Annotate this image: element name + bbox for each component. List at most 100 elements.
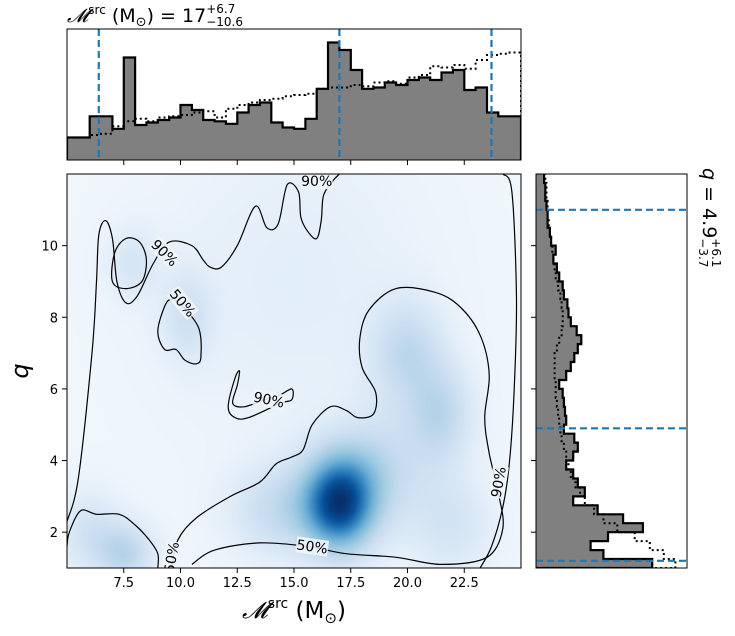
histogram-bar	[112, 128, 125, 160]
q-upper-error: +6.1	[709, 238, 723, 267]
histogram-bar	[271, 122, 284, 160]
histogram-bar	[536, 487, 585, 497]
histogram-bar	[536, 406, 566, 417]
chirp-mass-lower-error: −10.6	[206, 15, 243, 29]
histogram-bar	[350, 70, 363, 160]
contour-label-background	[251, 388, 287, 411]
right-marginal-title: q = 4.9+6.1−3.7	[696, 168, 723, 267]
histogram-bar	[486, 112, 499, 160]
histogram-bar	[203, 120, 216, 160]
histogram-bar	[452, 70, 465, 160]
histogram-bar	[180, 105, 193, 160]
density-heatmap-image	[67, 174, 521, 568]
histogram-bar	[536, 290, 564, 300]
contour-90-outer	[67, 174, 340, 522]
y-tick-label: 4	[50, 455, 58, 470]
chirp-mass-unit-subscript: ⊙	[136, 15, 147, 30]
credible-contours	[67, 174, 518, 568]
x-label-unit: (M	[288, 598, 324, 624]
histogram-bar	[536, 433, 575, 444]
histogram-bar	[282, 127, 295, 160]
histogram-bar	[464, 90, 477, 160]
histogram-bar	[101, 116, 113, 160]
histogram-outline	[67, 41, 521, 160]
joint-density-panel: 90%90%50%90%90%50%50% 7.5 10.0 12.5 15.0 17.…	[6, 173, 522, 627]
contour-labels: 90%90%50%90%90%50%50%	[147, 174, 510, 568]
histogram-bar	[536, 496, 574, 506]
histogram-bar	[536, 344, 578, 354]
histogram-bar	[536, 317, 571, 327]
histogram-bar	[498, 116, 511, 160]
contour-label-background	[166, 285, 200, 321]
histogram-bar	[536, 478, 578, 488]
histogram-bar	[169, 117, 181, 160]
histogram-bar	[536, 541, 591, 551]
y-tick-label: 8	[50, 311, 58, 326]
top-marginal-histogram: 𝓜src (M⊙) = 17+6.7 −10.6	[66, 2, 522, 165]
histogram-bar	[536, 415, 567, 426]
histogram-bar	[536, 174, 545, 184]
histogram-bar	[536, 451, 574, 462]
y-tick-label: 2	[50, 526, 58, 541]
y-tick-label: 10	[41, 240, 58, 255]
contour-90-right	[479, 174, 518, 568]
histogram-bar	[157, 120, 170, 160]
histogram-bar	[146, 122, 159, 160]
right-axis-ticks	[531, 245, 536, 533]
x-label-unit-close: )	[337, 598, 346, 624]
histogram-bar	[536, 308, 569, 318]
histogram-bar	[396, 85, 408, 160]
right-histogram-marks	[536, 174, 687, 568]
x-tick-label: 20.0	[393, 576, 422, 591]
q-lower-error: −3.7	[696, 238, 710, 267]
contour-90-loop	[111, 237, 148, 290]
histogram-bar	[78, 137, 91, 160]
histogram-bar	[362, 88, 374, 160]
histogram-bar	[536, 460, 567, 470]
right-axes-frame	[535, 173, 688, 569]
histogram-bar	[89, 116, 102, 160]
histogram-bar	[441, 72, 454, 160]
x-tick-label: 22.5	[450, 576, 479, 591]
histogram-bar	[536, 335, 582, 345]
histogram-bar	[536, 191, 546, 202]
x-tick-label: 10.0	[166, 576, 195, 591]
histogram-bar	[536, 263, 557, 273]
contour-label-background	[487, 464, 509, 500]
histogram-bar	[294, 128, 306, 160]
x-tick-label: 15.0	[280, 576, 309, 591]
contour-label: 90%	[252, 390, 286, 412]
histogram-bar	[214, 121, 227, 160]
histogram-bar	[536, 209, 548, 220]
histogram-bar	[536, 281, 563, 291]
histogram-bar	[191, 110, 204, 160]
contour-label-background	[160, 540, 183, 568]
histogram-bar	[536, 442, 578, 453]
histogram-bar	[536, 218, 548, 229]
histogram-bar	[536, 388, 563, 399]
histogram-bar	[536, 559, 653, 568]
histogram-bar	[536, 371, 567, 381]
histogram-bar	[328, 42, 340, 160]
chirp-mass-unit-close: )	[147, 5, 154, 27]
chirp-mass-median: = 17	[154, 5, 206, 27]
histogram-bar	[536, 272, 560, 282]
histogram-bar	[536, 424, 564, 435]
histogram-bar	[536, 245, 556, 256]
histogram-bar	[536, 514, 624, 524]
contour-90-loop	[157, 298, 202, 365]
histogram-bar	[536, 326, 577, 336]
contour-label: 50%	[295, 537, 328, 557]
y-axis-label: q	[6, 363, 34, 378]
contour-50-main	[170, 286, 504, 568]
histogram-bar	[339, 50, 352, 160]
y-axis-ticks: 2 4 6 8 10	[41, 240, 67, 541]
chirp-mass-unit: (M	[106, 5, 136, 27]
histogram-bar	[536, 550, 604, 560]
prior-histogram-dotted	[67, 51, 521, 160]
histogram-bar	[135, 125, 147, 160]
histogram-bar	[225, 123, 238, 160]
x-tick-label: 17.5	[336, 576, 365, 591]
chirp-mass-superscript: src	[88, 3, 106, 17]
